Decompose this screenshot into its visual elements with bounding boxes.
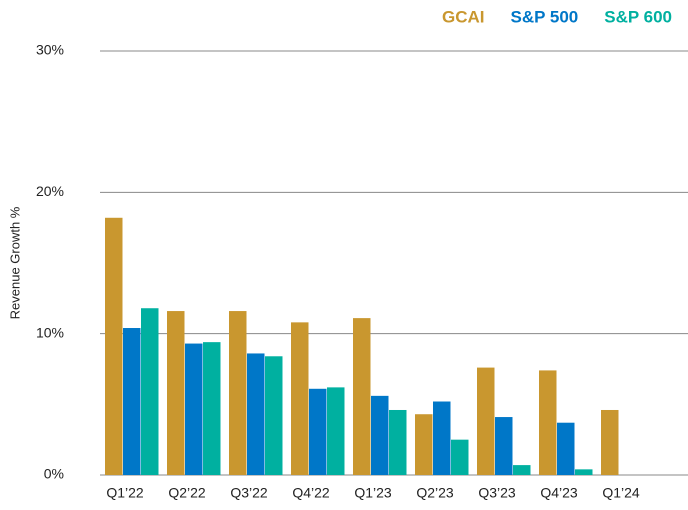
y-tick-label: 30% xyxy=(36,42,64,58)
bar xyxy=(451,439,469,475)
y-tick-label: 0% xyxy=(44,466,64,482)
x-tick-label: Q3’22 xyxy=(230,485,268,501)
bar xyxy=(477,367,495,475)
bar xyxy=(105,217,123,476)
bar xyxy=(557,422,575,475)
bar xyxy=(575,469,593,475)
y-axis-label: Revenue Growth % xyxy=(7,206,22,319)
legend-label: S&P 500 xyxy=(511,7,579,26)
x-tick-label: Q4’23 xyxy=(540,485,578,501)
bar xyxy=(229,311,247,475)
bar xyxy=(433,401,451,475)
legend-label: GCAI xyxy=(442,7,485,26)
x-tick-label: Q1’24 xyxy=(602,485,640,501)
bar xyxy=(203,342,221,475)
bar xyxy=(371,395,389,475)
bar xyxy=(327,387,345,475)
x-tick-label: Q4’22 xyxy=(292,485,330,501)
x-tick-label: Q2’23 xyxy=(416,485,454,501)
bar xyxy=(141,308,159,475)
x-tick-label: Q2’22 xyxy=(168,485,206,501)
bar xyxy=(185,343,203,475)
x-tick-label: Q1’22 xyxy=(106,485,144,501)
bar xyxy=(513,465,531,475)
bar xyxy=(539,370,557,475)
bar xyxy=(167,311,185,475)
y-tick-label: 20% xyxy=(36,183,64,199)
bar xyxy=(291,322,309,475)
y-tick-label: 10% xyxy=(36,324,64,340)
bar xyxy=(309,388,327,475)
x-tick-label: Q3’23 xyxy=(478,485,516,501)
bar xyxy=(247,353,265,475)
legend-label: S&P 600 xyxy=(604,7,672,26)
x-tick-label: Q1’23 xyxy=(354,485,392,501)
bar xyxy=(353,318,371,475)
bar xyxy=(415,414,433,475)
bar xyxy=(265,356,283,475)
bar xyxy=(601,409,619,475)
bar xyxy=(495,417,513,475)
bar xyxy=(123,328,141,475)
bar xyxy=(389,409,407,475)
